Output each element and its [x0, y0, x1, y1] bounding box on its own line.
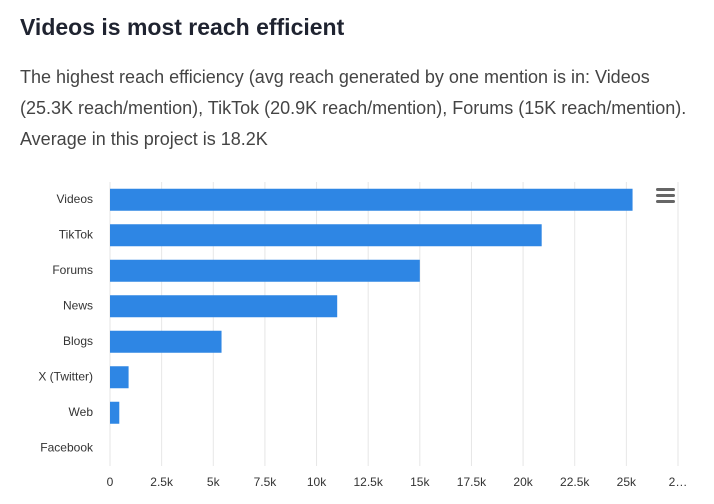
chart-subtitle: The highest reach efficiency (avg reach …	[20, 67, 687, 149]
y-tick-label: Videos	[57, 192, 93, 206]
x-tick-label: 17.5k	[457, 475, 487, 489]
bar	[110, 330, 222, 353]
bar	[110, 401, 120, 424]
y-tick-label: News	[63, 298, 93, 312]
chart-title: Videos is most reach efficient	[20, 14, 345, 40]
y-tick-label: X (Twitter)	[38, 369, 93, 383]
menu-bar[interactable]	[656, 194, 675, 197]
y-tick-label: Blogs	[63, 334, 93, 348]
y-tick-label: Forums	[52, 263, 93, 277]
x-tick-label: 20k	[513, 475, 533, 489]
y-tick-label: Web	[69, 405, 94, 419]
x-tick-label: 2…	[669, 475, 688, 489]
x-tick-label: 15k	[410, 475, 430, 489]
x-tick-label: 2.5k	[150, 475, 174, 489]
x-tick-label: 5k	[207, 475, 221, 489]
x-tick-label: 10k	[307, 475, 327, 489]
x-tick-label: 0	[107, 475, 114, 489]
bar	[110, 259, 420, 282]
y-tick-label: Facebook	[40, 440, 94, 454]
y-tick-label: TikTok	[59, 227, 94, 241]
bar	[110, 188, 633, 211]
x-tick-label: 22.5k	[560, 475, 590, 489]
bar	[110, 295, 338, 318]
menu-icon[interactable]	[656, 188, 675, 203]
bar	[110, 224, 542, 247]
menu-bar[interactable]	[656, 200, 675, 203]
x-tick-label: 12.5k	[354, 475, 384, 489]
menu-bar[interactable]	[656, 188, 675, 191]
bar	[110, 366, 129, 389]
x-tick-label: 7.5k	[254, 475, 278, 489]
x-tick-label: 25k	[617, 475, 637, 489]
